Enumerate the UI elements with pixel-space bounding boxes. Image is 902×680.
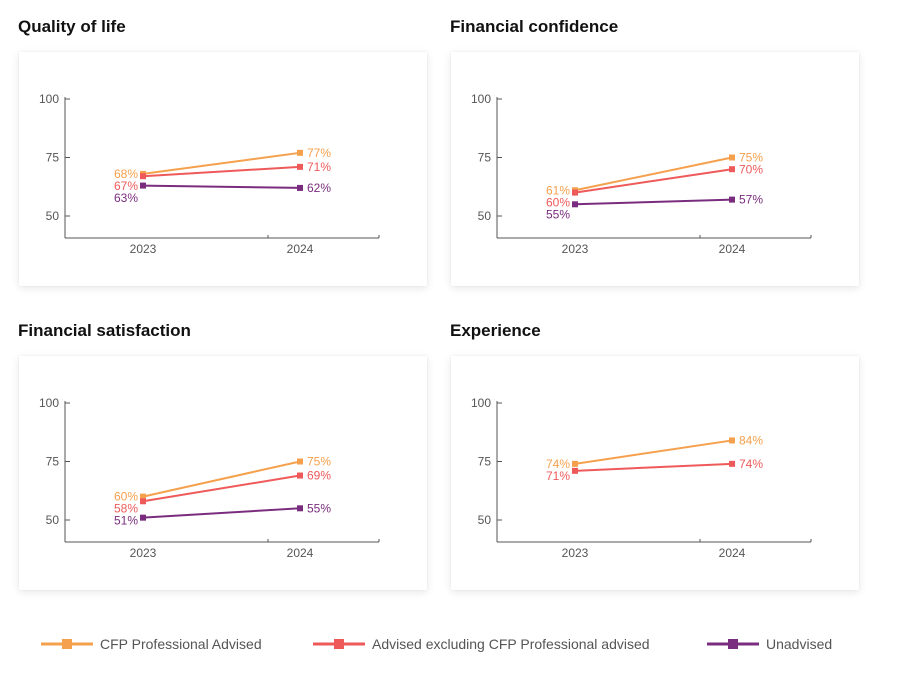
y-tick-label: 75 [46,455,60,469]
series-line-cfp-professional-advised [142,460,301,498]
chart-quality-of-life: 50 75 100 2023 2024 68% 77% 67% 71% 63% 62% [39,92,380,256]
data-label-unadvised-2023: 63% [114,191,138,205]
series-line-advised-excluding-cfp-professional-advised [574,168,733,194]
legend-swatch-cfp [41,639,93,649]
chart-card-financial-satisfaction: 50 75 100 2023 2024 60% 75% 58% 69% 51% 55% [19,356,427,590]
series-line-unadvised [142,507,301,519]
data-label-advised-excluding-cfp-professional-advised-2023: 71% [546,469,570,483]
y-tick-label: 50 [478,209,492,223]
point-cfp-professional-advised-2024 [297,458,303,465]
point-unadvised-2023 [140,514,146,521]
point-unadvised-2023 [140,182,146,189]
point-advised-excluding-cfp-professional-advised-2024 [297,163,303,170]
point-unadvised-2024 [729,196,735,203]
chart-title-experience: Experience [450,321,541,340]
data-label-cfp-professional-advised-2024: 84% [739,433,763,447]
legend-label-unadvised: Unadvised [766,636,833,652]
y-tick-label: 50 [478,513,492,527]
series-line-cfp-professional-advised [574,156,733,192]
data-label-advised-excluding-cfp-professional-advised-2024: 69% [307,469,331,483]
series-line-unadvised [142,184,301,189]
legend-label-cfp: CFP Professional Advised [100,636,262,652]
data-label-cfp-professional-advised-2023: 68% [114,167,138,181]
x-tick-label: 2024 [287,546,314,560]
point-advised-excluding-cfp-professional-advised-2023 [140,173,146,180]
data-label-advised-excluding-cfp-professional-advised-2023: 67% [114,179,138,193]
chart-card-experience: 50 75 100 2023 2024 74% 84% 71% 74% [451,356,859,590]
series-line-cfp-professional-advised [142,151,301,175]
chart-card-quality-of-life: 50 75 100 2023 2024 68% 77% 67% 71% 63% 62% [19,52,427,286]
series-line-advised-excluding-cfp-professional-advised [142,474,301,503]
point-cfp-professional-advised-2023 [572,460,578,467]
point-advised-excluding-cfp-professional-advised-2023 [140,498,146,505]
data-label-unadvised-2024: 55% [307,501,331,515]
chart-card-financial-confidence: 50 75 100 2023 2024 61% 75% 60% 70% 55% 57% [451,52,859,286]
data-label-advised-excluding-cfp-professional-advised-2024: 70% [739,163,763,177]
point-advised-excluding-cfp-professional-advised-2024 [729,166,735,173]
chart-financial-satisfaction: 50 75 100 2023 2024 60% 75% 58% 69% 51% 55% [39,396,380,560]
point-cfp-professional-advised-2024 [729,437,735,444]
series-line-unadvised [574,198,733,206]
data-label-unadvised-2023: 51% [114,514,138,528]
x-tick-label: 2023 [562,546,589,560]
y-tick-label: 50 [46,513,60,527]
data-label-cfp-professional-advised-2024: 75% [739,151,763,165]
data-label-advised-excluding-cfp-professional-advised-2024: 71% [307,160,331,174]
data-label-unadvised-2024: 62% [307,181,331,195]
data-label-unadvised-2024: 57% [739,193,763,207]
y-tick-label: 75 [46,151,60,165]
point-unadvised-2024 [297,184,303,191]
data-label-cfp-professional-advised-2024: 75% [307,455,331,469]
chart-financial-confidence: 50 75 100 2023 2024 61% 75% 60% 70% 55% 57% [471,92,812,256]
chart-title-financial-satisfaction: Financial satisfaction [18,321,191,340]
legend-item-cfp: CFP Professional Advised [40,636,262,652]
legend-item-unadvised: Unadvised [706,636,832,652]
x-tick-label: 2023 [562,242,589,256]
point-cfp-professional-advised-2024 [297,149,303,156]
chart-legend: CFP Professional Advised Advised excludi… [0,630,902,660]
data-label-cfp-professional-advised-2023: 60% [114,490,138,504]
point-advised-excluding-cfp-professional-advised-2023 [572,467,578,474]
y-tick-label: 100 [471,396,491,410]
point-cfp-professional-advised-2023 [140,493,146,500]
data-label-advised-excluding-cfp-professional-advised-2024: 74% [739,457,763,471]
y-tick-label: 100 [471,92,491,106]
legend-label-advised: Advised excluding CFP Professional advis… [372,636,650,652]
data-label-cfp-professional-advised-2023: 61% [546,183,570,197]
series-line-advised-excluding-cfp-professional-advised [574,462,733,472]
x-tick-label: 2023 [130,546,157,560]
data-label-unadvised-2023: 55% [546,207,570,221]
point-advised-excluding-cfp-professional-advised-2024 [729,460,735,467]
x-tick-label: 2024 [719,546,746,560]
x-tick-label: 2024 [287,242,314,256]
data-label-cfp-professional-advised-2023: 74% [546,457,570,471]
chart-title-financial-confidence: Financial confidence [450,17,619,36]
data-label-advised-excluding-cfp-professional-advised-2023: 60% [546,195,570,209]
data-label-advised-excluding-cfp-professional-advised-2023: 58% [114,502,138,516]
x-tick-label: 2023 [130,242,157,256]
series-line-advised-excluding-cfp-professional-advised [142,165,301,178]
y-tick-label: 50 [46,209,60,223]
point-unadvised-2023 [572,201,578,208]
data-label-cfp-professional-advised-2024: 77% [307,146,331,160]
chart-title-quality-of-life: Quality of life [18,17,126,36]
y-tick-label: 100 [39,396,59,410]
x-tick-label: 2024 [719,242,746,256]
point-cfp-professional-advised-2024 [729,154,735,161]
y-tick-label: 75 [478,455,492,469]
legend-item-advised: Advised excluding CFP Professional advis… [312,636,650,652]
legend-swatch-advised [313,639,365,649]
point-advised-excluding-cfp-professional-advised-2023 [572,189,578,196]
y-tick-label: 100 [39,92,59,106]
point-unadvised-2024 [297,505,303,512]
legend-swatch-unadvised [707,639,759,649]
series-line-cfp-professional-advised [574,439,733,465]
point-advised-excluding-cfp-professional-advised-2024 [297,472,303,479]
y-tick-label: 75 [478,151,492,165]
